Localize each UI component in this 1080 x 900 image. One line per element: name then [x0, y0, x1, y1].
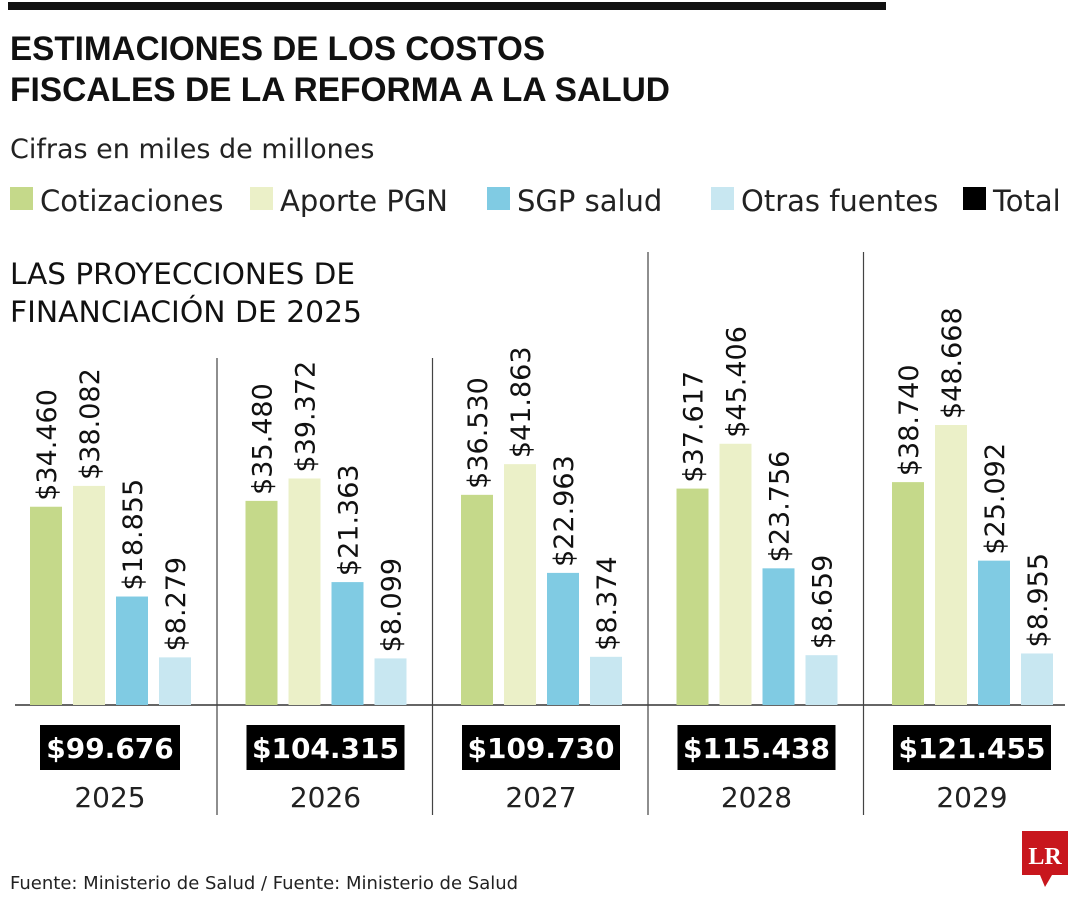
bar: [504, 464, 536, 705]
bar: [1021, 653, 1053, 705]
title-line-2: FISCALES DE LA REFORMA A LA SALUD: [10, 71, 670, 109]
data-label: $21.363: [334, 464, 365, 576]
bar: [461, 494, 493, 705]
total-label: $121.455: [898, 732, 1045, 765]
data-label: $25.092: [980, 443, 1011, 555]
total-label: $104.315: [252, 732, 399, 765]
bar: [331, 582, 364, 705]
bar: [805, 655, 838, 705]
bar: [547, 572, 579, 705]
data-label: $8.659: [808, 555, 839, 649]
bar: [676, 488, 709, 705]
year-label: 2029: [936, 781, 1007, 814]
total-label: $109.730: [467, 732, 614, 765]
year-label: 2025: [74, 781, 145, 814]
bar: [245, 500, 278, 705]
data-label: $38.740: [894, 364, 925, 476]
total-label: $115.438: [683, 732, 830, 765]
data-label: $35.480: [248, 383, 279, 495]
total-box: [246, 725, 405, 770]
data-label: $8.099: [377, 558, 408, 652]
data-label: $8.279: [161, 557, 192, 651]
total-box: [462, 725, 620, 770]
section-title-line-2: FINANCIACIÓN DE 2025: [10, 295, 362, 329]
top-rule: [8, 2, 886, 10]
subtitle: Cifras en miles de millones: [10, 134, 374, 165]
bar: [30, 506, 62, 705]
source-note: Fuente: Ministerio de Salud / Fuente: Mi…: [10, 873, 518, 894]
legend-swatch: [711, 187, 734, 210]
total-box: [40, 725, 180, 770]
bar: [590, 656, 622, 705]
data-label: $8.374: [592, 556, 623, 650]
data-label: $34.460: [32, 389, 63, 501]
bar: [288, 478, 321, 705]
bar: [374, 658, 407, 705]
section-title-line-1: LAS PROYECCIONES DE: [10, 257, 355, 291]
svg-text:LR: LR: [1028, 844, 1062, 870]
data-label: $48.668: [937, 307, 968, 419]
bar: [719, 443, 752, 705]
data-label: $23.756: [765, 451, 796, 563]
total-box: [677, 725, 836, 770]
bar: [892, 482, 924, 705]
data-label: $37.617: [679, 371, 710, 483]
bar: [762, 568, 795, 705]
legend-label: Otras fuentes: [741, 184, 938, 218]
bar: [935, 425, 967, 705]
legend-label: Cotizaciones: [40, 184, 224, 218]
legend-label: Total: [992, 184, 1061, 218]
bar: [73, 485, 105, 705]
plot-area: $34.460 $38.082 $18.855 $8.279 $99.676 2025 $3…: [15, 252, 1065, 815]
legend-swatch: [963, 187, 986, 210]
bar: [159, 657, 191, 705]
legend: Cotizaciones Aporte PGN SGP salud Otras fue…: [10, 184, 1061, 218]
data-label: $36.530: [463, 377, 494, 489]
legend-swatch: [250, 187, 273, 210]
legend-label: SGP salud: [517, 184, 662, 218]
year-label: 2027: [505, 781, 576, 814]
total-box: [893, 725, 1051, 770]
legend-swatch: [10, 187, 33, 210]
bar: [978, 560, 1010, 705]
year-label: 2026: [290, 781, 361, 814]
data-label: $45.406: [722, 326, 753, 438]
data-label: $38.082: [75, 368, 106, 480]
data-label: $41.863: [506, 346, 537, 458]
data-label: $18.855: [118, 479, 149, 591]
total-label: $99.676: [46, 732, 174, 765]
title-line-1: ESTIMACIONES DE LOS COSTOS: [10, 30, 545, 68]
data-label: $22.963: [549, 455, 580, 567]
legend-swatch: [487, 187, 510, 210]
bar: [116, 596, 148, 705]
lr-logo: LR: [1022, 831, 1068, 887]
data-label: $39.372: [291, 361, 322, 473]
data-label: $8.955: [1023, 553, 1054, 647]
year-label: 2028: [721, 781, 792, 814]
legend-label: Aporte PGN: [280, 184, 448, 218]
